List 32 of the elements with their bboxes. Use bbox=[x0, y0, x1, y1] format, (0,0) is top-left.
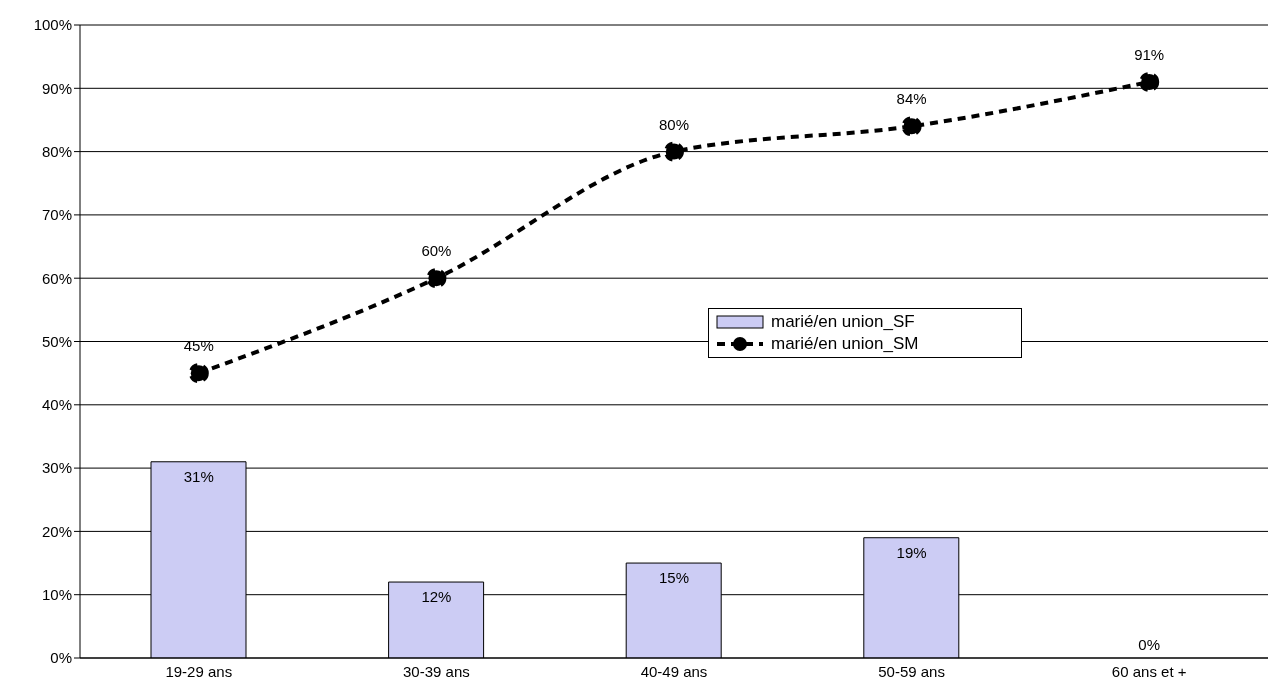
y-tick-label: 20% bbox=[41, 522, 72, 540]
point bbox=[901, 116, 922, 137]
data-label: 15% bbox=[658, 569, 690, 587]
x-tick-label: 50-59 ans bbox=[878, 662, 945, 680]
legend-label: marié/en union_SM bbox=[771, 333, 919, 355]
y-tick-label: 100% bbox=[33, 16, 72, 34]
y-tick-label: 10% bbox=[41, 586, 72, 604]
legend-label: marié/en union_SF bbox=[771, 311, 915, 333]
x-tick-label: 60 ans et + bbox=[1111, 662, 1187, 680]
data-label: 31% bbox=[183, 467, 214, 485]
x-tick-label: 30-39 ans bbox=[403, 662, 470, 680]
point bbox=[188, 363, 209, 384]
data-label: 60% bbox=[421, 242, 452, 260]
data-label: 12% bbox=[421, 588, 452, 606]
y-tick-label: 40% bbox=[41, 396, 72, 414]
data-label: 0% bbox=[1138, 636, 1161, 653]
y-tick-label: 90% bbox=[41, 79, 72, 97]
point bbox=[1139, 71, 1160, 92]
y-tick-label: 30% bbox=[41, 459, 72, 477]
data-label: 84% bbox=[896, 90, 927, 108]
data-label: 80% bbox=[658, 115, 690, 133]
y-tick-label: 50% bbox=[41, 332, 72, 350]
x-tick-label: 40-49 ans bbox=[640, 662, 708, 680]
point bbox=[664, 141, 684, 162]
y-tick-label: 0% bbox=[50, 649, 72, 667]
data-label: 91% bbox=[1134, 45, 1165, 63]
data-label: 19% bbox=[896, 543, 927, 561]
y-tick-label: 60% bbox=[41, 269, 72, 287]
x-tick-label: 19-29 ans bbox=[165, 662, 233, 680]
point bbox=[426, 268, 447, 289]
y-tick-label: 70% bbox=[41, 206, 72, 224]
y-tick-label: 80% bbox=[41, 142, 72, 160]
